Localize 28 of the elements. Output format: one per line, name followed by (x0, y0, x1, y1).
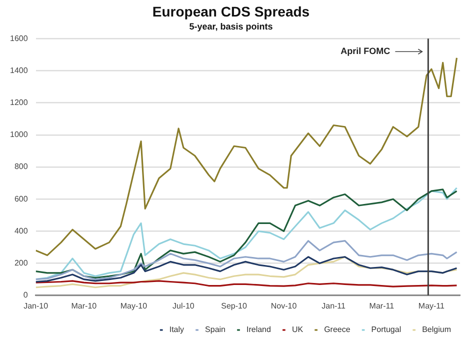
legend-label: Italy (169, 325, 184, 334)
y-tick-label: 1400 (10, 66, 28, 75)
y-tick-label: 0 (23, 290, 28, 300)
x-tick-label: Sep-10 (221, 301, 248, 310)
chart-subtitle: 5-year, basis points (189, 22, 273, 32)
y-tick-label: 600 (14, 194, 28, 204)
legend-label: Spain (205, 325, 226, 334)
legend-label: Ireland (246, 325, 271, 334)
x-tick-label: Nov-10 (270, 301, 298, 310)
y-tick-label: 1600 (10, 34, 28, 43)
y-tick-label: 1000 (10, 130, 28, 140)
y-tick-label: 1200 (10, 98, 28, 108)
legend-label: Belgium (422, 325, 452, 334)
x-tick-label: May-10 (120, 301, 148, 310)
x-tick-label: Mar-10 (71, 301, 98, 310)
x-tick-label: Jan-11 (322, 301, 346, 310)
chart-title: European CDS Spreads (152, 3, 310, 20)
x-tick-label: May-11 (418, 301, 446, 310)
y-tick-label: 400 (14, 226, 28, 236)
legend-label: UK (292, 325, 304, 334)
x-tick-label: Mar-11 (369, 301, 395, 310)
ref-line-label: April FOMC (340, 46, 391, 56)
legend-label: Portugal (371, 325, 402, 334)
y-tick-label: 800 (14, 162, 28, 172)
legend-label: Greece (324, 325, 351, 334)
x-tick-label: Jul-10 (172, 301, 195, 310)
x-tick-label: Jan-10 (24, 301, 49, 310)
y-tick-label: 200 (14, 258, 28, 268)
